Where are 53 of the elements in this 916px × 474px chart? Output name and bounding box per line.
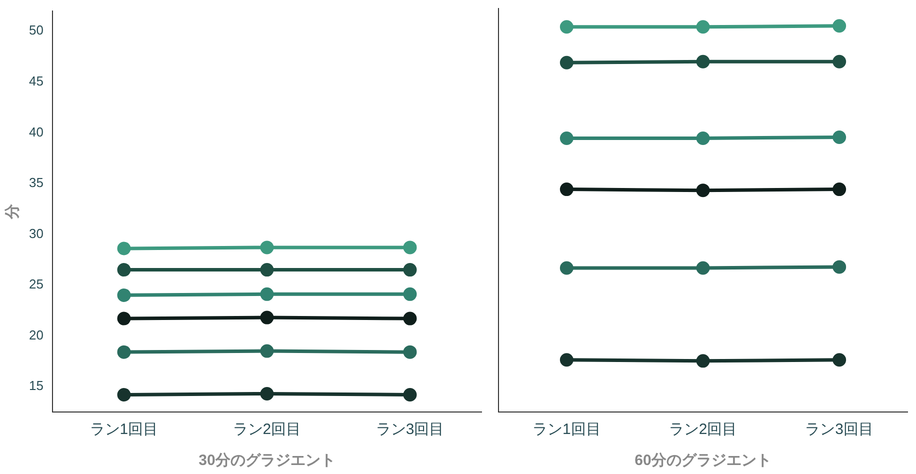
point	[696, 261, 710, 275]
point	[117, 288, 131, 302]
y-axis-title: 分	[4, 202, 22, 220]
point	[260, 240, 274, 254]
point	[560, 20, 574, 34]
point	[117, 242, 131, 256]
point	[696, 54, 710, 68]
y-tick-label: 30	[28, 226, 44, 241]
point	[832, 19, 846, 33]
x-axis-title: 60分のグラジエント	[634, 452, 772, 470]
point	[560, 131, 574, 145]
point	[696, 131, 710, 145]
x-tick-label: ラン3回目	[805, 421, 874, 438]
point	[117, 312, 131, 326]
point	[832, 182, 846, 196]
point	[403, 312, 417, 326]
point	[117, 388, 131, 402]
point	[560, 56, 574, 70]
point	[832, 260, 846, 274]
x-tick-label: ラン1回目	[90, 421, 158, 438]
point	[696, 20, 710, 34]
point	[117, 345, 131, 359]
point	[560, 353, 574, 367]
point	[260, 287, 274, 301]
point	[403, 287, 417, 301]
y-tick-label: 40	[28, 124, 44, 140]
point	[260, 344, 274, 358]
point	[560, 261, 574, 275]
point	[260, 263, 274, 277]
point	[832, 353, 846, 367]
x-tick-label: ラン2回目	[668, 421, 738, 438]
x-axis-title: 30分のグラジエント	[198, 452, 336, 470]
y-tick-label: 50	[28, 22, 44, 38]
y-tick-label: 25	[28, 276, 44, 292]
x-tick-label: ラン2回目	[232, 421, 302, 438]
point	[696, 354, 710, 368]
point	[403, 263, 417, 277]
y-tick-label: 45	[28, 73, 44, 88]
point	[403, 388, 417, 402]
y-tick-label: 35	[28, 175, 44, 190]
point	[832, 54, 846, 68]
y-tick-label: 20	[28, 327, 44, 342]
point	[832, 130, 846, 144]
point	[260, 386, 274, 400]
point	[117, 263, 131, 277]
point	[560, 182, 574, 196]
point	[403, 240, 417, 254]
y-tick-label: 15	[28, 378, 44, 394]
point	[403, 345, 417, 359]
x-tick-label: ラン3回目	[376, 421, 444, 438]
point	[260, 310, 274, 324]
x-tick-label: ラン1回目	[532, 421, 601, 438]
point	[696, 184, 710, 198]
